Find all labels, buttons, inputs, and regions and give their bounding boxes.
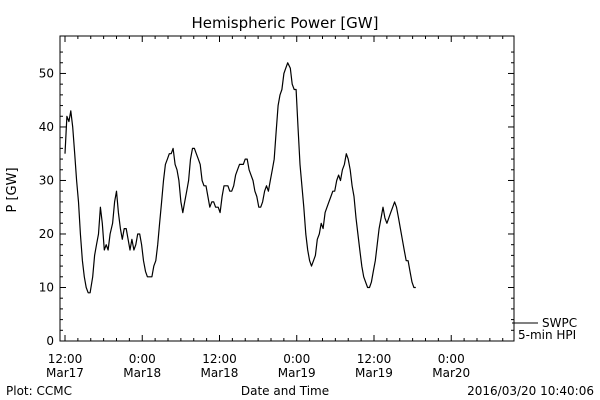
x-tick-date-label: Mar19	[355, 366, 393, 380]
y-tick-label: 50	[39, 66, 54, 80]
x-tick-time-label: 0:00	[129, 352, 156, 366]
x-tick-time-label: 0:00	[438, 352, 465, 366]
y-tick-label: 40	[39, 120, 54, 134]
y-axis-label: P [GW]	[5, 167, 20, 212]
plot-frame	[59, 35, 515, 342]
plot-credit: Plot: CCMC	[6, 384, 72, 398]
legend: SWPC 5-min HPI	[512, 316, 577, 342]
x-tick-date-label: Mar19	[278, 366, 316, 380]
y-tick-label: 10	[39, 280, 54, 294]
x-tick-time-label: 12:00	[202, 352, 237, 366]
x-axis-label: Date and Time	[241, 384, 329, 398]
x-tick-date-label: Mar20	[432, 366, 470, 380]
legend-source: SWPC	[542, 316, 577, 330]
chart-title: Hemispheric Power [GW]	[192, 14, 379, 32]
y-tick-label: 0	[46, 334, 54, 348]
x-tick-date-label: Mar18	[123, 366, 161, 380]
x-tick-time-label: 12:00	[48, 352, 83, 366]
y-tick-label: 30	[39, 173, 54, 187]
legend-series: 5-min HPI	[518, 328, 576, 342]
y-tick-label: 20	[39, 227, 54, 241]
x-tick-date-label: Mar17	[46, 366, 84, 380]
x-axis: 12:00Mar170:00Mar1812:00Mar180:00Mar1912…	[46, 36, 504, 380]
x-tick-time-label: 0:00	[283, 352, 310, 366]
x-tick-date-label: Mar18	[201, 366, 239, 380]
x-tick-time-label: 12:00	[357, 352, 392, 366]
hemispheric-power-series-line	[64, 62, 416, 294]
plot-timestamp: 2016/03/20 10:40:06	[467, 384, 594, 398]
y-axis: 0 10 20 30 40 50	[39, 51, 514, 348]
